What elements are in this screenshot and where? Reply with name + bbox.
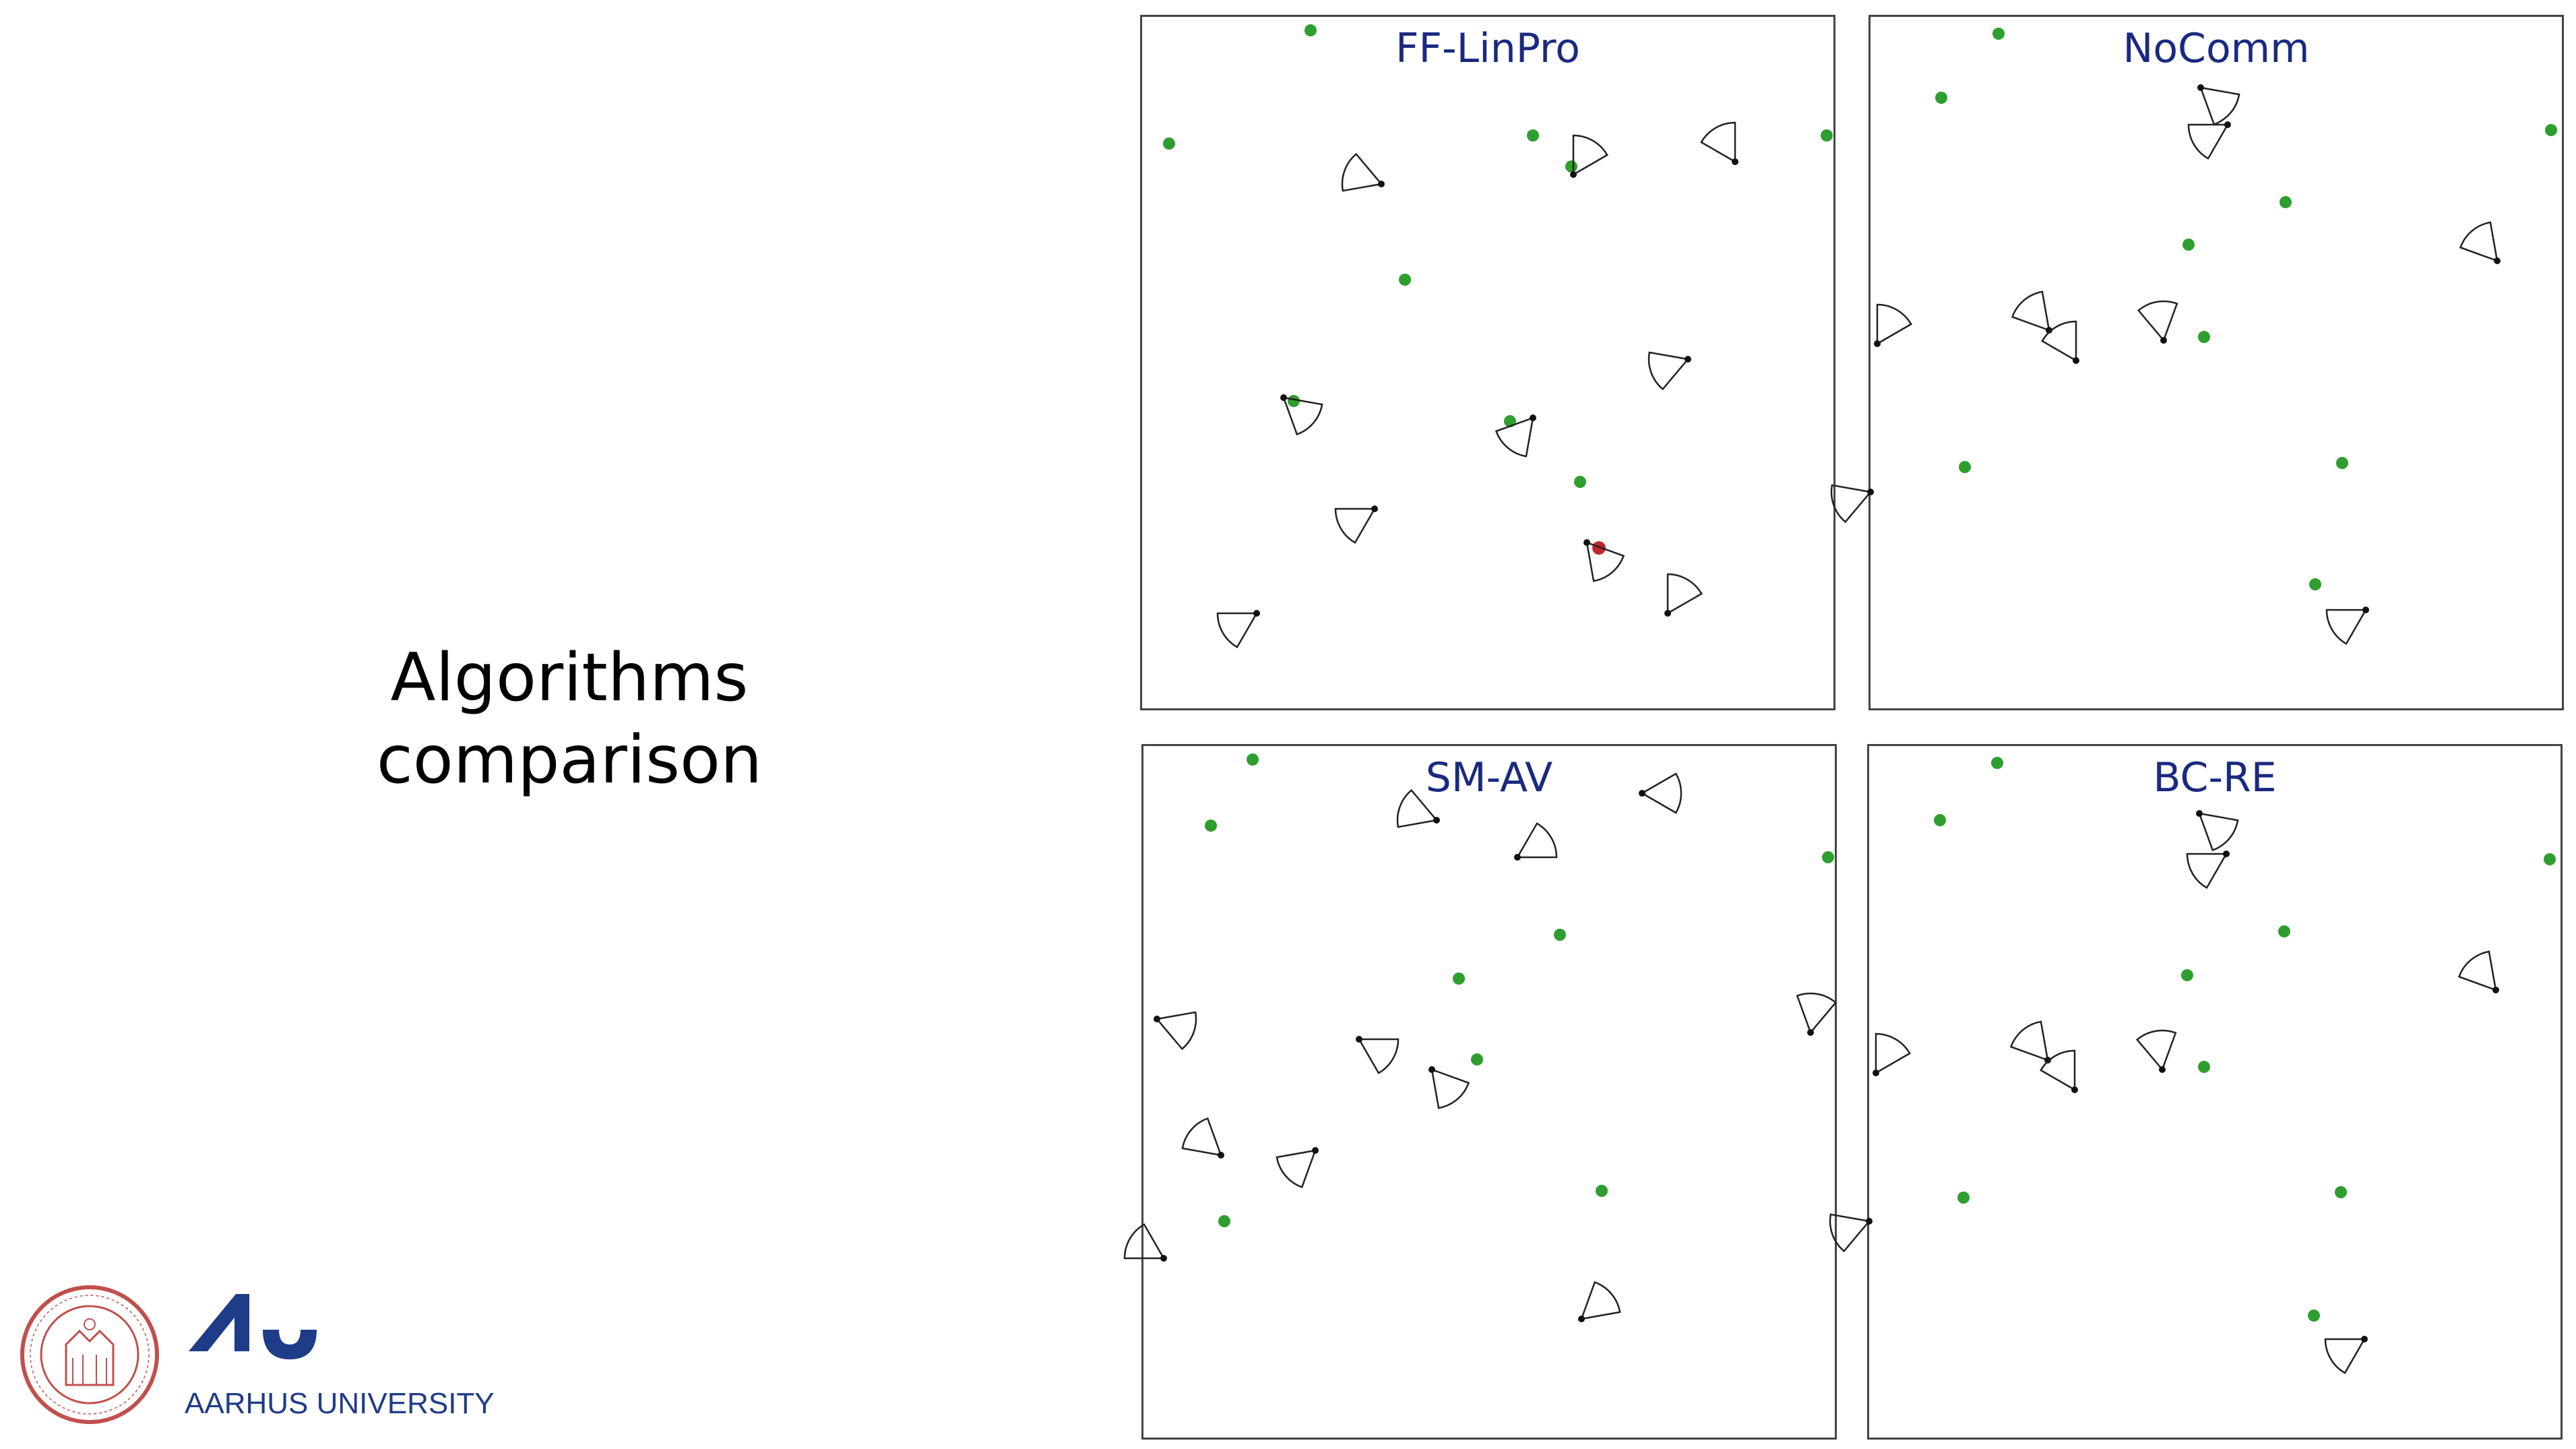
agent-sensor — [1639, 772, 1683, 814]
agent-sensor — [1700, 121, 1738, 165]
target-dot — [2181, 969, 2193, 981]
simulation-scene — [1123, 753, 1837, 1322]
target-dot — [1399, 274, 1411, 286]
target-dot — [2308, 1309, 2320, 1322]
target-dot — [1822, 851, 1834, 863]
agent-sensor — [1428, 1066, 1470, 1109]
agent-sensor — [1396, 789, 1440, 828]
panel-nocomm: NoComm — [1830, 15, 2564, 710]
aarhus-logo-icon — [189, 1294, 317, 1359]
agent-sensor — [1829, 1213, 1873, 1253]
agent-sensor — [1830, 484, 1874, 524]
target-dot — [1554, 929, 1566, 941]
target-dot — [1574, 476, 1586, 488]
target-dot — [2280, 196, 2292, 208]
target-dot — [1935, 92, 1947, 104]
agent-sensor — [1874, 303, 1912, 347]
agent-sensor — [1570, 134, 1608, 178]
agent-sensor — [2187, 121, 2231, 160]
target-dot — [1247, 753, 1259, 766]
panel-sm-av: SM-AV — [1123, 744, 1837, 1440]
agent-sensor — [1123, 1223, 1167, 1262]
agent-sensor — [1341, 152, 1385, 192]
agent-sensor — [2137, 300, 2178, 344]
target-dot — [1596, 1185, 1608, 1197]
panel-title: SM-AV — [1425, 754, 1553, 801]
target-dot — [1565, 160, 1577, 173]
agent-sensor — [1664, 573, 1703, 617]
target-dot — [1163, 137, 1175, 150]
agent-sensor — [1280, 394, 1323, 436]
agent-sensor — [1181, 1117, 1224, 1159]
agent-sensor — [1796, 992, 1837, 1036]
target-dot — [1991, 757, 2003, 769]
panel-bc-re: BC-RE — [1829, 744, 2563, 1440]
target-dot — [2336, 457, 2348, 469]
panel-title: NoComm — [2123, 25, 2310, 72]
target-dot — [1992, 28, 2005, 40]
target-dot — [1471, 1053, 1483, 1066]
agent-sensor — [1647, 351, 1691, 391]
target-dot — [1527, 129, 1539, 142]
agent-sensor — [2040, 1049, 2078, 1093]
simulation-scene — [1163, 24, 1833, 648]
simulation-scene — [1829, 757, 2556, 1374]
agent-sensor — [2459, 221, 2501, 264]
agent-sensor — [2325, 607, 2369, 645]
slide-title-line1: Algorithms — [390, 640, 749, 716]
target-dot — [2335, 1186, 2347, 1198]
agent-sensor — [2041, 320, 2079, 364]
agent-sensor — [1216, 610, 1260, 648]
university-name: AARHUS UNIVERSITY — [185, 1387, 495, 1420]
agent-sensor — [2197, 84, 2240, 126]
agent-sensor — [2011, 290, 2052, 334]
slide-title: Algorithms comparison — [243, 637, 896, 801]
target-dot — [2198, 1061, 2210, 1073]
target-dot — [2278, 925, 2290, 937]
target-dot — [2545, 124, 2557, 136]
target-dot — [1218, 1215, 1230, 1227]
panel-ff-linpro: FF-LinPro — [1140, 15, 1835, 710]
agent-sensor — [2186, 851, 2230, 889]
target-dot — [2182, 239, 2195, 251]
simulation-scene — [1830, 28, 2557, 645]
agent-sensor — [1334, 505, 1378, 544]
agent-sensor — [2324, 1336, 2368, 1374]
target-dot — [2544, 853, 2556, 865]
target-dot — [2309, 578, 2321, 590]
target-dot — [1453, 973, 1465, 985]
agent-sensor — [1276, 1147, 1319, 1189]
agent-sensor — [1578, 1281, 1621, 1322]
agent-sensor — [1154, 1011, 1197, 1051]
agent-sensor — [2135, 1029, 2177, 1073]
target-dot — [1205, 820, 1217, 832]
agent-sensor — [2196, 810, 2239, 852]
agent-sensor — [1514, 822, 1558, 861]
target-dot — [1288, 395, 1300, 407]
slide-title-line2: comparison — [376, 722, 763, 799]
panel-title: FF-LinPro — [1395, 25, 1580, 72]
target-dot — [1957, 1192, 1970, 1204]
seal-logo — [20, 1285, 159, 1424]
agent-sensor — [2457, 950, 2499, 993]
panel-title: BC-RE — [2153, 754, 2277, 801]
agent-sensor — [1583, 539, 1625, 582]
target-dot — [1821, 129, 1833, 142]
target-dot — [1934, 814, 1946, 826]
agent-sensor — [1495, 414, 1536, 458]
captured-target-dot — [1592, 541, 1606, 555]
agent-sensor — [1356, 1036, 1400, 1074]
agent-sensor — [2009, 1020, 2051, 1063]
target-dot — [1305, 24, 1317, 36]
target-dot — [2198, 331, 2210, 343]
agent-sensor — [1873, 1032, 1911, 1076]
target-dot — [1959, 461, 1971, 473]
